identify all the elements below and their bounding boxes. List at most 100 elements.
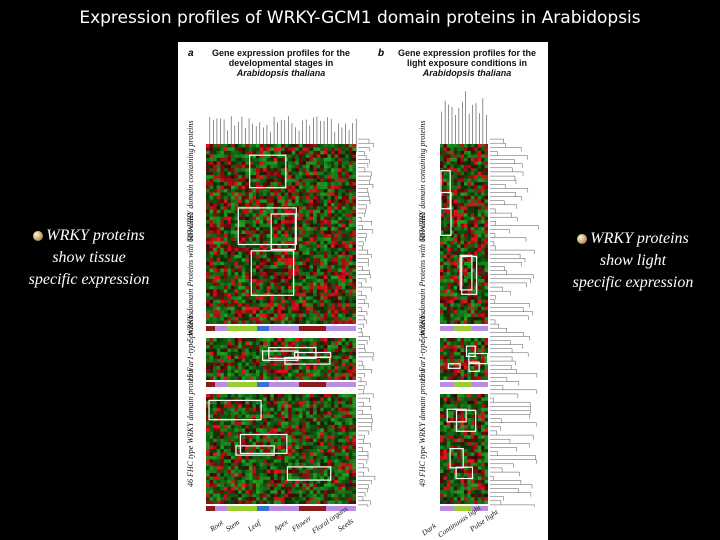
heatmap-cell bbox=[209, 352, 214, 356]
heatmap-cell bbox=[320, 473, 325, 477]
heatmap-cell bbox=[241, 435, 246, 439]
heatmap-cell bbox=[266, 493, 271, 498]
heatmap-cell bbox=[238, 373, 243, 377]
heatmap-cell bbox=[284, 459, 289, 464]
heatmap-cell bbox=[309, 431, 314, 436]
heatmap-cell bbox=[234, 359, 239, 363]
heatmap-cell bbox=[316, 373, 321, 377]
heatmap-cell bbox=[266, 466, 271, 470]
heatmap-cell bbox=[213, 289, 218, 294]
heatmap-cell bbox=[450, 234, 455, 238]
heatmap-cell bbox=[453, 296, 458, 301]
heatmap-cell bbox=[309, 292, 314, 297]
heatmap-cell bbox=[252, 352, 257, 356]
heatmap-cell bbox=[309, 341, 314, 346]
heatmap-cell bbox=[477, 192, 482, 197]
heatmap-cell bbox=[213, 164, 218, 169]
heatmap-cell bbox=[306, 206, 310, 211]
heatmap-cell bbox=[241, 442, 246, 446]
heatmap-cell bbox=[302, 154, 307, 159]
heatmap-cell bbox=[263, 306, 268, 311]
heatmap-cell bbox=[341, 247, 346, 252]
heatmap-cell bbox=[484, 244, 488, 249]
heatmap-cell bbox=[334, 418, 339, 422]
heatmap-cell bbox=[345, 296, 350, 301]
heatmap-cell bbox=[216, 438, 221, 443]
heatmap-cell bbox=[295, 414, 300, 419]
heatmap-cell bbox=[263, 282, 268, 287]
heatmap-cell bbox=[316, 144, 321, 148]
heatmap-cell bbox=[223, 449, 228, 453]
heatmap-cell bbox=[446, 306, 451, 311]
heatmap-cell bbox=[309, 400, 314, 405]
heatmap-cell bbox=[477, 355, 482, 360]
heatmap-cell bbox=[213, 338, 218, 342]
heatmap-cell bbox=[298, 244, 303, 249]
heatmap-cell bbox=[223, 366, 228, 370]
heatmap-cell bbox=[309, 157, 314, 162]
heatmap-cell bbox=[223, 455, 228, 460]
heatmap-cell bbox=[223, 247, 228, 252]
heatmap-cell bbox=[313, 479, 318, 484]
heatmap-cell bbox=[263, 303, 268, 307]
heatmap-cell bbox=[213, 497, 218, 501]
heatmap-cell bbox=[450, 352, 455, 356]
heatmap-cell bbox=[277, 199, 282, 204]
heatmap-cell bbox=[227, 400, 232, 405]
heatmap-cell bbox=[256, 313, 260, 318]
heatmap-cell bbox=[277, 182, 282, 186]
heatmap-cell bbox=[206, 150, 210, 155]
heatmap-cell bbox=[338, 296, 343, 301]
heatmap-cell bbox=[277, 258, 282, 262]
heatmap-cell bbox=[316, 483, 321, 488]
heatmap-cell bbox=[281, 497, 285, 501]
heatmap-cell bbox=[248, 411, 253, 415]
heatmap-cell bbox=[245, 455, 250, 460]
heatmap-cell bbox=[306, 438, 310, 443]
heatmap-cell bbox=[474, 244, 479, 249]
heatmap-cell bbox=[467, 189, 472, 193]
heatmap-cell bbox=[245, 497, 250, 501]
heatmap-cell bbox=[263, 362, 268, 367]
heatmap-cell bbox=[206, 469, 210, 474]
heatmap-cell bbox=[484, 175, 488, 179]
heatmap-cell bbox=[277, 442, 282, 446]
heatmap-cell bbox=[273, 299, 278, 304]
heatmap-cell bbox=[284, 310, 289, 314]
heatmap-cell bbox=[248, 303, 253, 307]
heatmap-cell bbox=[316, 438, 321, 443]
heatmap-cell bbox=[316, 292, 321, 297]
heatmap-cell bbox=[227, 178, 232, 183]
heatmap-cell bbox=[206, 310, 210, 314]
heatmap-cell bbox=[209, 479, 214, 484]
heatmap-cell bbox=[331, 476, 335, 481]
heatmap-cell bbox=[209, 299, 214, 304]
heatmap-cell bbox=[234, 220, 239, 224]
heatmap-cell bbox=[348, 338, 353, 342]
heatmap-cell bbox=[248, 421, 253, 426]
heatmap-cell bbox=[306, 213, 310, 217]
heatmap-cell bbox=[231, 462, 235, 467]
heatmap-cell bbox=[256, 317, 260, 321]
heatmap-cell bbox=[216, 227, 221, 231]
heatmap-cell bbox=[241, 299, 246, 304]
heatmap-cell bbox=[216, 459, 221, 464]
heatmap-cell bbox=[457, 147, 461, 152]
heatmap-cell bbox=[216, 258, 221, 262]
heatmap-cell bbox=[231, 411, 235, 415]
heatmap-cell bbox=[341, 455, 346, 460]
heatmap-cell bbox=[206, 216, 210, 221]
heatmap-cell bbox=[277, 161, 282, 166]
heatmap-cell bbox=[460, 268, 465, 273]
heatmap-cell bbox=[284, 469, 289, 474]
heatmap-cell bbox=[213, 216, 218, 221]
heatmap-cell bbox=[316, 445, 321, 450]
heatmap-cell bbox=[320, 147, 325, 152]
heatmap-cell bbox=[295, 150, 300, 155]
heatmap-cell bbox=[464, 237, 468, 242]
heatmap-cell bbox=[216, 483, 221, 488]
heatmap-cell bbox=[313, 299, 318, 304]
heatmap-cell bbox=[457, 352, 461, 356]
heatmap-cell bbox=[477, 289, 482, 294]
heatmap-cell bbox=[241, 431, 246, 436]
